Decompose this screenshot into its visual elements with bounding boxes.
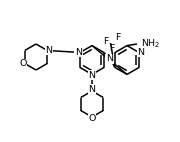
Text: F: F: [109, 44, 115, 53]
Text: N: N: [45, 46, 52, 55]
Text: O: O: [88, 114, 96, 123]
Text: O: O: [19, 59, 27, 68]
Text: N: N: [75, 48, 82, 57]
Text: NH$_2$: NH$_2$: [141, 38, 161, 50]
Text: N: N: [88, 71, 95, 80]
Text: F: F: [115, 33, 121, 42]
Text: N: N: [138, 48, 145, 57]
Text: N: N: [106, 54, 113, 63]
Text: N: N: [89, 85, 96, 94]
Text: F: F: [103, 36, 109, 45]
